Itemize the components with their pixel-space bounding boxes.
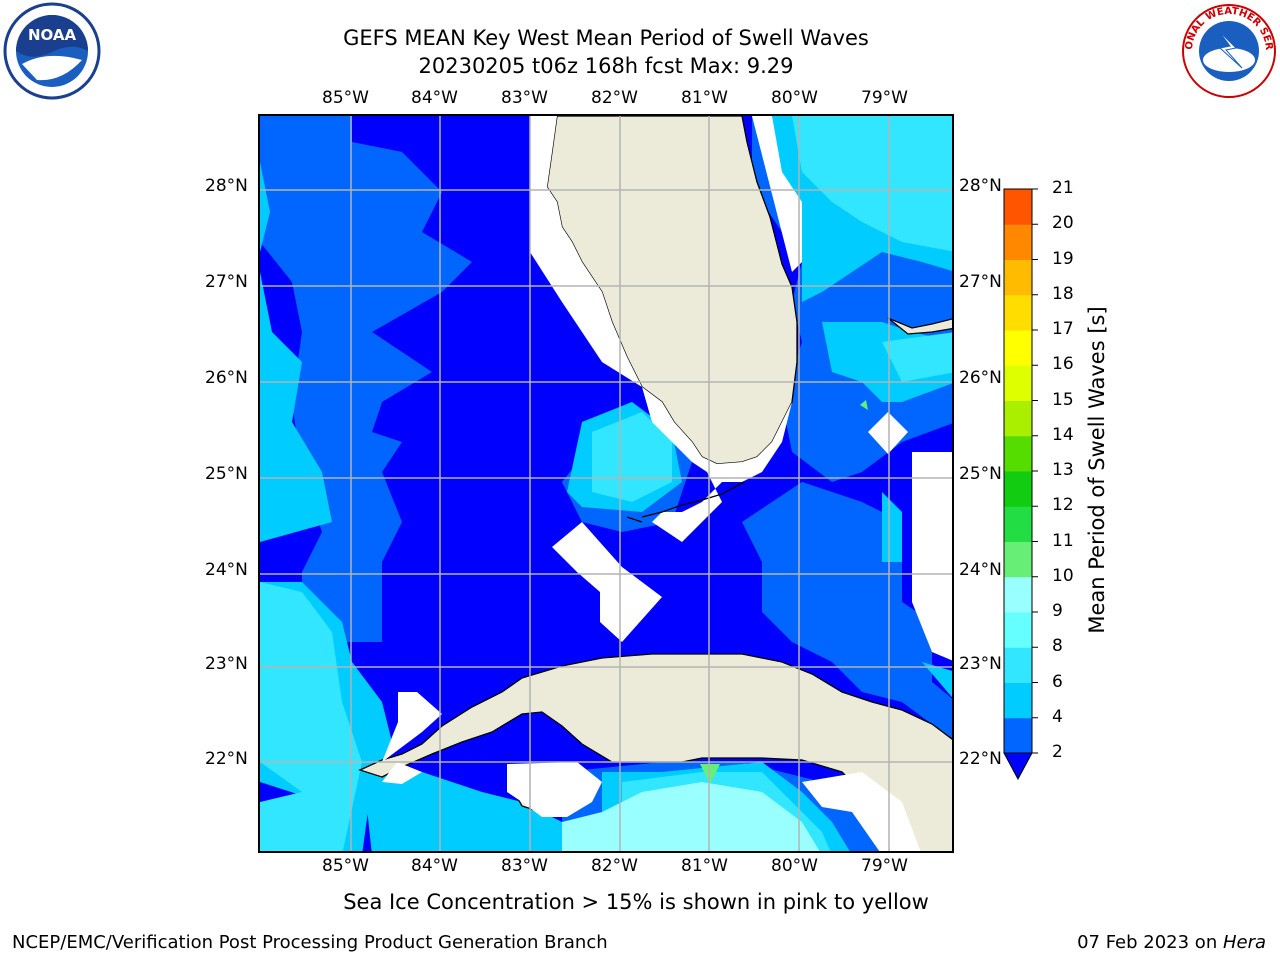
colorbar-segment — [1004, 471, 1032, 507]
lat-label-right: 27°N — [959, 272, 1002, 292]
lon-label-top: 82°W — [591, 88, 638, 108]
colorbar-segment — [1004, 541, 1032, 578]
lat-label-left: 22°N — [205, 749, 248, 769]
lon-label-top: 81°W — [681, 88, 728, 108]
lat-label-right: 23°N — [959, 654, 1002, 674]
lon-label-bottom: 80°W — [771, 856, 818, 876]
lat-label-left: 24°N — [205, 560, 248, 580]
colorbar-segment — [1004, 647, 1032, 683]
lat-label-left: 25°N — [205, 464, 248, 484]
no-data-patches — [382, 116, 952, 851]
colorbar-segment — [1004, 682, 1032, 719]
colorbar-tick-label: 8 — [1052, 636, 1063, 657]
colorbar-segment — [1004, 717, 1032, 754]
period-band-9-10 — [700, 400, 868, 784]
lat-label-right: 28°N — [959, 176, 1002, 196]
lon-label-top: 85°W — [322, 88, 369, 108]
bahamas-grand — [887, 317, 952, 335]
colorbar-tick-label: 20 — [1052, 213, 1074, 234]
lon-label-bottom: 81°W — [681, 856, 728, 876]
lon-label-top: 80°W — [771, 88, 818, 108]
colorbar-segment — [1004, 294, 1032, 331]
map-panel — [258, 114, 954, 853]
lon-label-bottom: 85°W — [322, 856, 369, 876]
lat-label-right: 25°N — [959, 464, 1002, 484]
lat-label-right: 22°N — [959, 749, 1002, 769]
lat-label-left: 26°N — [205, 368, 248, 388]
nws-logo: NATIONAL WEATHER SERVICE — [1180, 2, 1276, 98]
colorbar-segment — [1004, 400, 1032, 437]
footer-credit: NCEP/EMC/Verification Post Processing Pr… — [12, 932, 608, 953]
noaa-logo: NOAA — [3, 2, 101, 100]
colorbar-label: Mean Period of Swell Waves [s] — [1085, 306, 1109, 634]
colorbar-tick-label: 13 — [1052, 460, 1074, 480]
colorbar-tick-label: 10 — [1052, 565, 1074, 586]
colorbar-tick-label: 4 — [1052, 706, 1063, 727]
colorbar-segment — [1004, 330, 1032, 366]
lon-label-bottom: 84°W — [411, 856, 458, 876]
lon-label-top: 79°W — [861, 88, 908, 108]
colorbar-segment — [1004, 612, 1032, 648]
colorbar-tick-label: 16 — [1052, 354, 1074, 375]
footer-date-text: 07 Feb 2023 on — [1077, 932, 1223, 953]
swell-period-map — [260, 116, 952, 851]
svg-text:NOAA: NOAA — [28, 26, 77, 44]
footer-date: 07 Feb 2023 on Hera — [1077, 932, 1266, 953]
colorbar-segment — [1004, 189, 1032, 225]
colorbar-tick-label: 9 — [1052, 601, 1063, 621]
lon-label-bottom: 82°W — [591, 856, 638, 876]
lat-label-left: 28°N — [205, 176, 248, 196]
colorbar-segment — [1004, 259, 1032, 296]
colorbar-tick-label: 21 — [1052, 178, 1074, 198]
colorbar-segment — [1004, 435, 1032, 472]
graticule — [260, 116, 952, 851]
colorbar-tick-label: 18 — [1052, 283, 1074, 304]
colorbar-under-triangle — [1003, 752, 1033, 781]
colorbar-segment — [1004, 506, 1032, 542]
period-band-8-9 — [562, 782, 820, 851]
colorbar-tick-label: 12 — [1052, 495, 1074, 516]
lon-label-top: 83°W — [501, 88, 548, 108]
colorbar-tick-label: 15 — [1052, 389, 1074, 410]
colorbar-tick-label: 14 — [1052, 424, 1074, 445]
lat-label-left: 27°N — [205, 272, 248, 292]
colorbar-segment — [1004, 224, 1032, 260]
footer-host: Hera — [1222, 932, 1266, 953]
lon-label-bottom: 79°W — [861, 856, 908, 876]
colorbar-tick-label: 2 — [1052, 742, 1063, 762]
lat-label-right: 26°N — [959, 368, 1002, 388]
florida-keys — [626, 481, 745, 523]
lat-label-left: 23°N — [205, 654, 248, 674]
lon-label-top: 84°W — [411, 88, 458, 108]
colorbar-segment — [1004, 576, 1032, 613]
map-subtitle: 20230205 t06z 168h fcst Max: 9.29 — [418, 54, 794, 78]
colorbar-tick-label: 17 — [1052, 319, 1074, 339]
colorbar-tick-label: 6 — [1052, 671, 1063, 692]
lat-label-right: 24°N — [959, 560, 1002, 580]
colorbar — [1003, 188, 1038, 781]
colorbar-segment — [1004, 365, 1032, 401]
lon-label-bottom: 83°W — [501, 856, 548, 876]
map-title: GEFS MEAN Key West Mean Period of Swell … — [343, 26, 869, 50]
cuba — [358, 653, 952, 851]
colorbar-tick-label: 11 — [1052, 530, 1074, 551]
sea-ice-note: Sea Ice Concentration > 15% is shown in … — [343, 890, 929, 914]
colorbar-tick-label: 19 — [1052, 248, 1074, 269]
